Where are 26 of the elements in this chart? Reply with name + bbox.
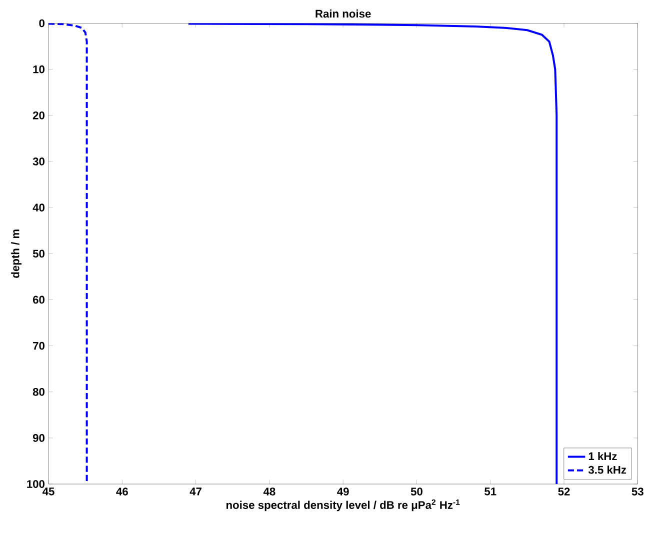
y-tick-label: 10 — [33, 66, 44, 74]
legend-label: 3.5 kHz — [588, 466, 626, 474]
y-tick-label: 70 — [33, 342, 44, 350]
y-tick-label: 100 — [27, 480, 44, 488]
y-tick-label: 40 — [32, 204, 44, 212]
y-tick-label: 50 — [32, 250, 44, 258]
x-tick-label: 50 — [410, 488, 422, 496]
y-axis-title: depth / m — [11, 230, 22, 278]
x-tick-label: 47 — [190, 488, 202, 496]
y-tick-label: 0 — [39, 20, 44, 28]
y-tick-label: 90 — [32, 434, 44, 442]
y-tick-label: 20 — [32, 112, 44, 120]
legend-label: 1 kHz — [588, 452, 617, 460]
y-tick-label: 60 — [32, 296, 44, 304]
x-tick-label: 53 — [632, 488, 644, 496]
x-tick-label: 48 — [263, 488, 276, 496]
line-series — [187, 23, 558, 484]
x-tick-label: 51 — [484, 488, 496, 496]
chart-title: Rain noise — [316, 10, 371, 18]
x-tick-label: 49 — [337, 488, 349, 496]
x-tick-label: 46 — [116, 488, 128, 496]
x-tick-label: 45 — [42, 488, 54, 496]
x-axis-title: noise spectral density level / dB re μPa$^{2}$ Hz$^{-1}$ — [226, 500, 460, 512]
y-tick-label: 80 — [32, 388, 44, 396]
y-tick-label: 30 — [32, 158, 44, 166]
x-tick-label: 52 — [558, 488, 570, 496]
